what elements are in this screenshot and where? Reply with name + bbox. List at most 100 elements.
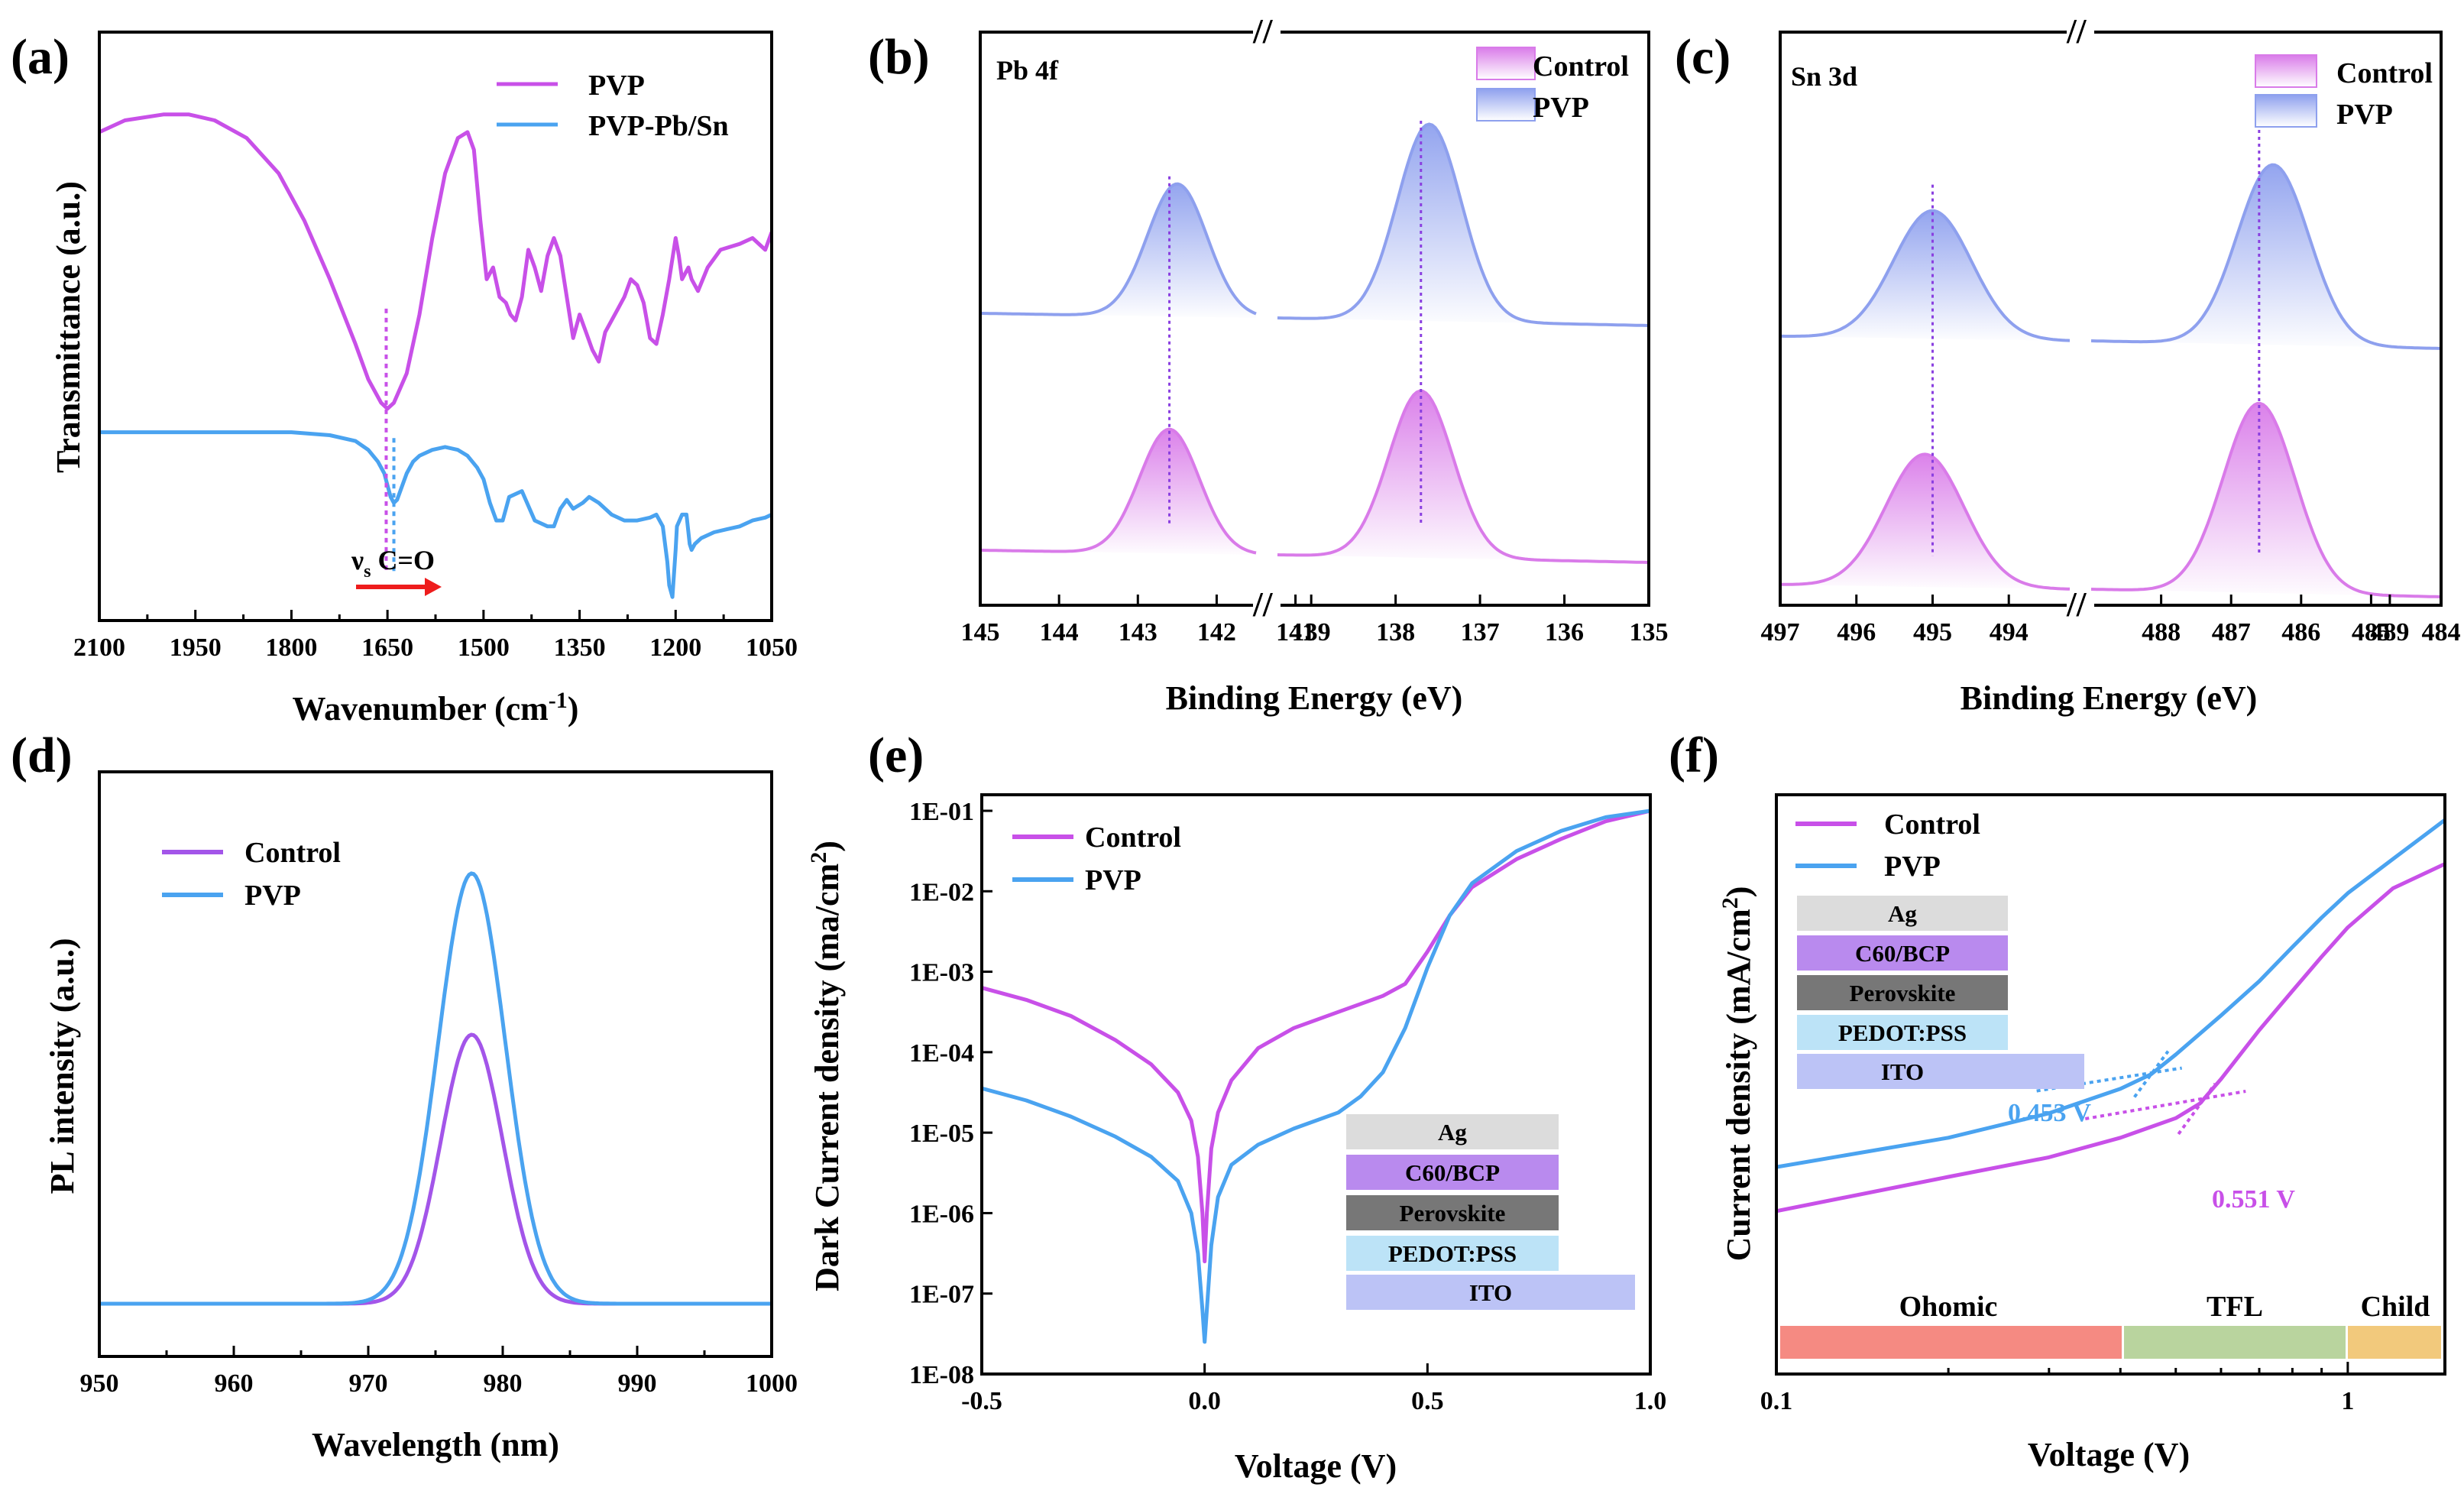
stack-ag — [1346, 1114, 1559, 1149]
xps-xtick-label: 145 — [961, 618, 1000, 647]
xps-xtick-label: 135 — [1630, 618, 1669, 647]
pl-line-pvp — [99, 871, 772, 1306]
xps-fill-pvp-1 — [2091, 164, 2441, 348]
f-xtick-label: 0.1 — [1760, 1387, 1793, 1415]
a-xtick-label: 1050 — [746, 634, 798, 662]
xps-fill-control-1 — [1277, 391, 1649, 562]
xps-fill-control-0 — [1780, 454, 2070, 589]
stack-pedotpss-label: PEDOT:PSS — [1388, 1240, 1517, 1267]
xps-xtick-label: 484 — [2422, 618, 2461, 647]
stack-f-ag-label: Ag — [1888, 900, 1917, 927]
a-xtick-label: 1500 — [458, 634, 510, 662]
legend-control-d: Control — [244, 837, 341, 869]
panel-d-label: (d) — [11, 728, 73, 783]
stack-f-ag — [1797, 896, 2008, 931]
e-xtick-label: 0.0 — [1188, 1387, 1221, 1415]
stack-f-c60bcp — [1797, 935, 2008, 971]
e-ytick-label: 1E-04 — [909, 1039, 974, 1068]
vs-co-annotation: νs C=O — [351, 545, 435, 582]
xps-xtick-label: 139 — [1292, 618, 1331, 647]
e-xtick-label: 1.0 — [1634, 1387, 1667, 1415]
a-xtick-label: 1800 — [265, 634, 317, 662]
d-xtick-label: 960 — [215, 1369, 254, 1398]
e-ytick-label: 1E-02 — [909, 878, 974, 906]
legend-pvp: PVP — [588, 70, 645, 102]
e-ytick-label: 1E-07 — [909, 1281, 974, 1309]
sclc-line-pvp — [1776, 818, 2445, 1169]
stack-ito-label: ITO — [1469, 1279, 1512, 1306]
stack-pedotpss — [1346, 1236, 1559, 1271]
device-stack-e: Ag C60/BCP Perovskite PEDOT:PSS ITO — [1346, 1114, 1635, 1310]
panel-e-label: (e) — [868, 728, 924, 783]
xps-line-control-1 — [2090, 402, 2442, 598]
panel-d: (d) 950 960 970 980 990 1000 Control PVP Wave… — [11, 728, 798, 1463]
stack-ito — [1346, 1275, 1635, 1310]
legend-pvp-swatch — [1476, 88, 1536, 122]
panel-a: (a) 2100 1950 1800 1650 1500 1350 1200 1050 PVP… — [11, 29, 798, 728]
panel-b-frame — [979, 31, 1650, 607]
d-xtick-label: 1000 — [746, 1369, 798, 1398]
annotation-0453v: 0.453 V — [2008, 1099, 2091, 1127]
xps-line-control-1 — [1277, 389, 1650, 564]
axis-break-bottom-c: // — [2066, 585, 2087, 624]
d-xtick-label: 980 — [484, 1369, 523, 1398]
panel-e-frame — [980, 793, 1652, 1376]
shift-arrow-head — [425, 578, 442, 596]
stack-f-pedotpss — [1797, 1015, 2008, 1050]
stack-c60bcp — [1346, 1155, 1559, 1190]
xps-line-pvp-0 — [980, 182, 1257, 316]
panel-f-label: (f) — [1669, 728, 1719, 783]
panel-c-xlabel: Binding Energy (eV) — [1961, 679, 2258, 717]
axis-break-mask-c — [2067, 27, 2094, 37]
xps-xtick-label: 143 — [1119, 618, 1158, 647]
device-stack-f: Ag C60/BCP Perovskite PEDOT:PSS ITO — [1797, 896, 2084, 1089]
axis-break-bottom: // — [1252, 585, 1274, 624]
a-xtick-label: 1650 — [361, 634, 413, 662]
annotation-0551v: 0.551 V — [2212, 1185, 2295, 1214]
panel-c: (c) 497 496 495 494 489 488 487 486 485 484 // //… — [1675, 11, 2461, 717]
xps-xtick-label: 137 — [1461, 618, 1500, 647]
panel-a-xlabel: Wavenumber (cm-1) — [293, 688, 579, 728]
e-ytick-label: 1E-06 — [909, 1200, 974, 1228]
xps-xtick-label: 489 — [2370, 618, 2409, 647]
axis-break-mask-c-bottom — [2067, 600, 2094, 611]
ftir-line-pvp — [99, 112, 772, 411]
legend-pvp-f: PVP — [1884, 851, 1941, 883]
legend-pvp-pbsn: PVP-Pb/Sn — [588, 110, 729, 142]
fit-pvp-high — [2133, 1050, 2170, 1098]
panel-b-xlabel: Binding Energy (eV) — [1166, 679, 1463, 717]
fit-control-high — [2177, 1082, 2216, 1136]
region-ohmic-label: Ohomic — [1899, 1291, 1998, 1323]
ftir-line-pvp-pbsn — [99, 430, 772, 599]
panel-e-xlabel: Voltage (V) — [1235, 1447, 1397, 1485]
region-child — [2348, 1326, 2441, 1359]
a-xtick-label: 1950 — [170, 634, 222, 662]
xps-xtick-label: 141 — [1276, 618, 1315, 647]
panel-b-label: (b) — [868, 29, 930, 85]
panel-f-frame — [1775, 793, 2446, 1376]
panel-f: (f) Ohomic TFL Child 0.1 1 Control PVP Ag… — [1669, 728, 2446, 1473]
xps-line-control-0 — [1780, 452, 2071, 591]
sclc-line-control — [1776, 862, 2445, 1214]
xps-xtick-label: 142 — [1197, 618, 1236, 647]
xps-xtick-label: 487 — [2212, 618, 2251, 647]
xps-fill-pvp-0 — [980, 183, 1256, 318]
xps-fill-control-0 — [980, 429, 1256, 555]
fit-control-low — [2084, 1090, 2246, 1120]
d-xtick-label: 990 — [618, 1369, 657, 1398]
region-ohmic — [1780, 1326, 2122, 1359]
xps-xtick-label: 495 — [1913, 618, 1952, 647]
xps-xtick-label: 485 — [2352, 618, 2391, 647]
xps-xtick-label: 144 — [1040, 618, 1079, 647]
stack-f-c60bcp-label: C60/BCP — [1855, 940, 1950, 967]
legend-pvp-c: PVP — [2336, 99, 2393, 131]
e-ytick-label: 1E-03 — [909, 959, 974, 987]
panel-d-xlabel: Wavelength (nm) — [312, 1426, 559, 1463]
xps-xtick-label: 494 — [1990, 618, 2029, 647]
legend-control-e: Control — [1085, 822, 1181, 854]
xps-xtick-label: 486 — [2281, 618, 2320, 647]
dark-line-pvp — [982, 809, 1650, 1344]
stack-f-ito — [1797, 1054, 2084, 1089]
legend-control-c: Control — [2336, 57, 2433, 89]
xps-fill-control-1 — [2091, 403, 2441, 597]
